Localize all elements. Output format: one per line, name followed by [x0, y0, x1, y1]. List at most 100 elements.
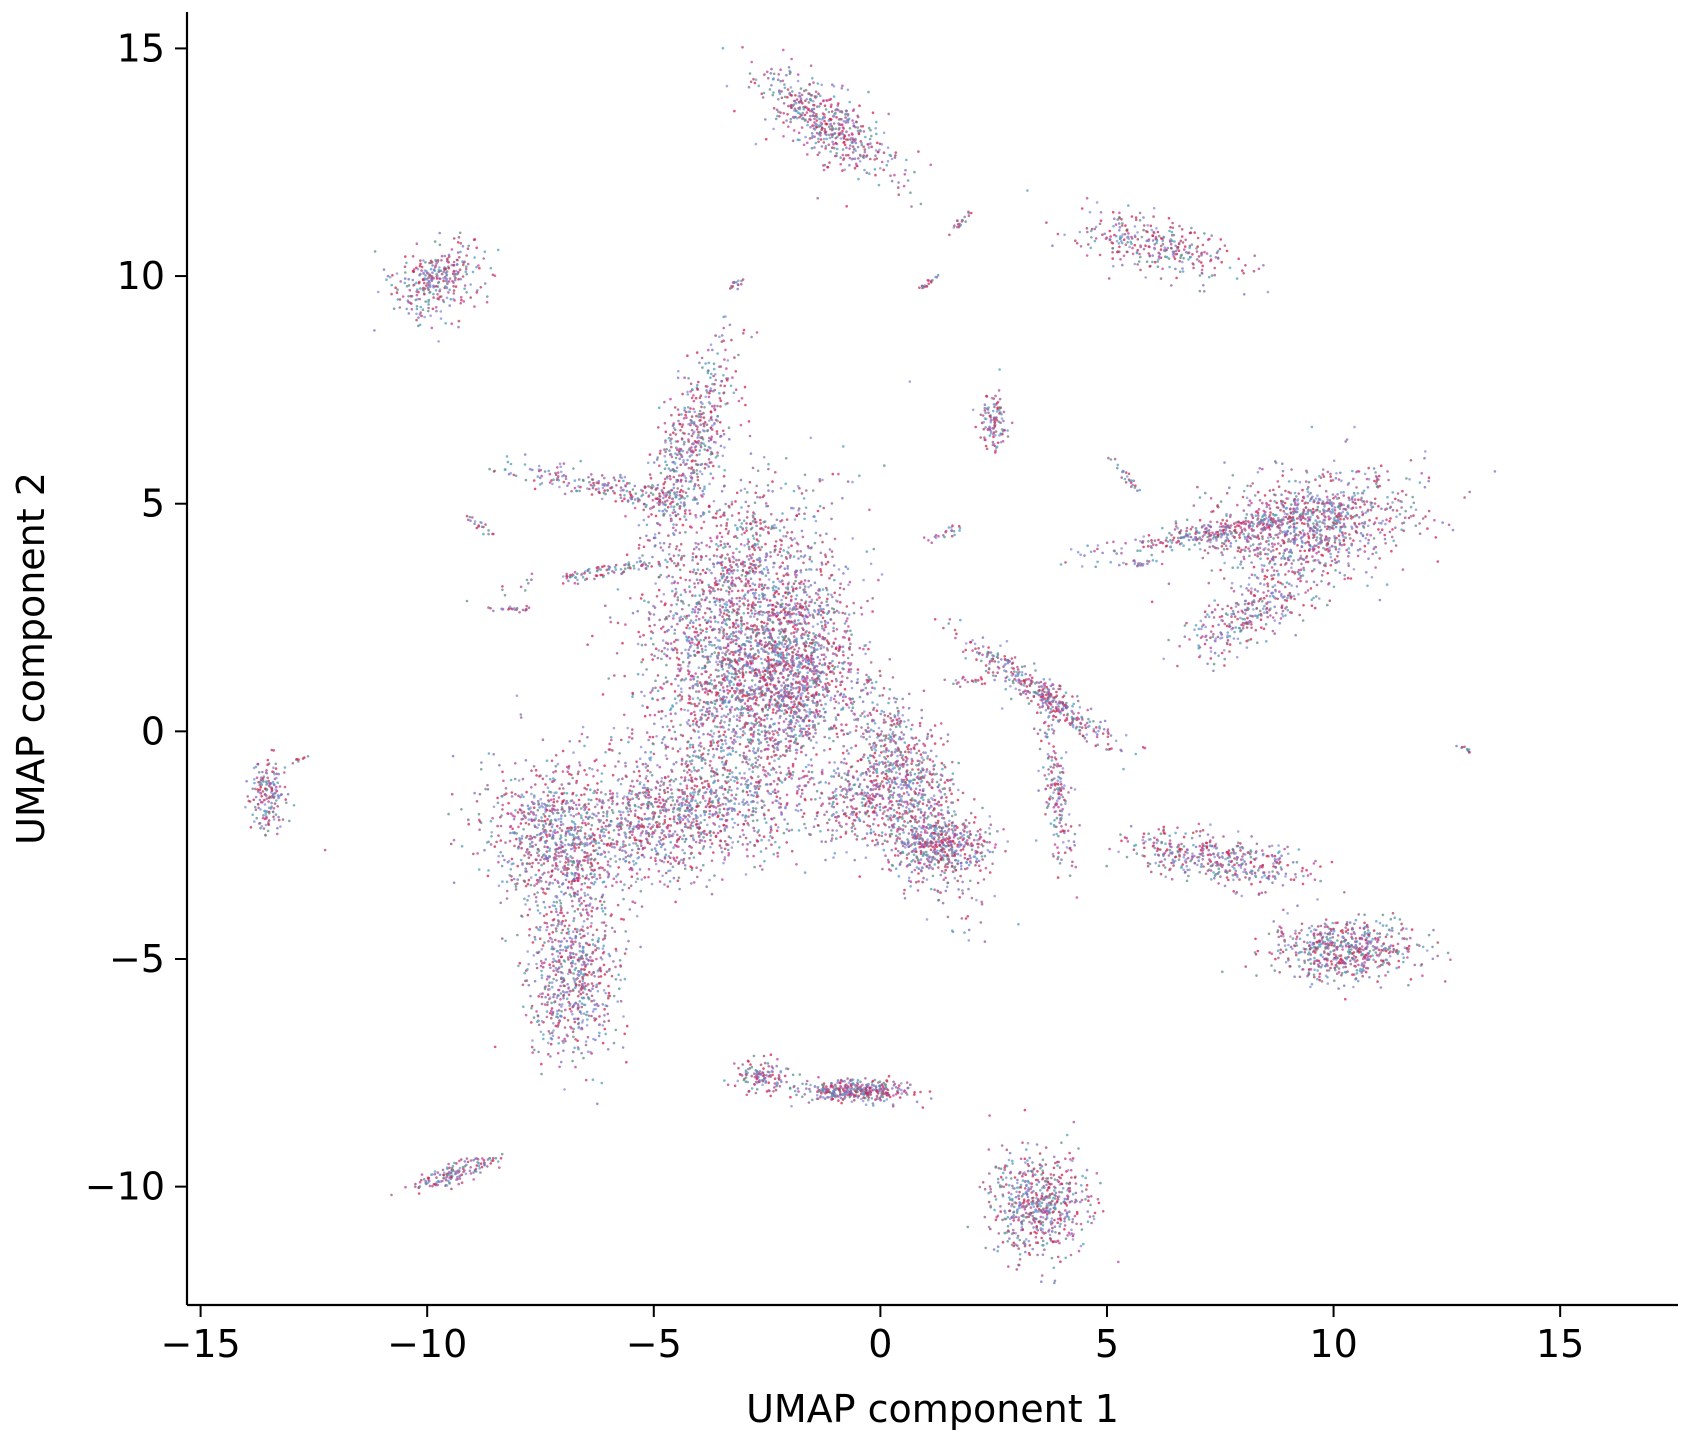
scatter-point: [868, 1092, 872, 1095]
scatter-point: [423, 292, 426, 296]
scatter-point: [826, 165, 830, 169]
scatter-point: [1295, 937, 1298, 941]
scatter-point: [1179, 256, 1182, 260]
scatter-point: [1198, 852, 1202, 856]
scatter-point: [1041, 1239, 1045, 1243]
scatter-point: [1271, 545, 1274, 548]
scatter-point: [1209, 646, 1212, 650]
scatter-point: [1012, 1219, 1016, 1222]
scatter-point: [1324, 947, 1327, 950]
scatter-point: [1343, 574, 1346, 577]
scatter-point: [1136, 263, 1139, 266]
scatter-point: [1299, 512, 1303, 516]
scatter-point: [1247, 583, 1251, 586]
scatter-point: [827, 1090, 831, 1094]
scatter-point: [1244, 599, 1247, 603]
scatter-point: [779, 1079, 783, 1082]
scatter-point: [1298, 557, 1302, 560]
scatter-point: [831, 1094, 834, 1097]
scatter-point: [1030, 1222, 1034, 1225]
scatter-point: [1312, 862, 1316, 865]
scatter-point: [274, 762, 278, 766]
scatter-point: [894, 151, 898, 154]
scatter-point: [1328, 546, 1331, 549]
scatter-point: [403, 281, 407, 285]
scatter-point: [1182, 845, 1186, 848]
scatter-point: [1204, 872, 1208, 875]
scatter-point: [1109, 235, 1112, 238]
scatter-point: [1362, 500, 1366, 503]
scatter-point: [1221, 553, 1224, 557]
scatter-point: [1245, 587, 1248, 590]
scatter-point: [1277, 844, 1280, 847]
scatter-point: [1346, 512, 1350, 516]
scatter-point: [452, 281, 455, 284]
scatter-point: [1257, 537, 1261, 541]
scatter-point: [874, 149, 878, 152]
scatter-point: [1341, 945, 1344, 948]
scatter-point: [1058, 1190, 1061, 1194]
scatter-point: [1064, 1202, 1067, 1205]
scatter-point: [885, 1080, 889, 1083]
scatter-point: [1223, 657, 1226, 661]
scatter-point: [1296, 577, 1300, 581]
scatter-point: [1157, 848, 1160, 851]
scatter-point: [1350, 932, 1353, 936]
scatter-point: [1280, 519, 1283, 522]
scatter-point: [841, 169, 844, 172]
scatter-point: [1265, 503, 1269, 506]
scatter-point: [1397, 932, 1401, 935]
scatter-point: [1051, 1192, 1054, 1195]
scatter-point: [1216, 635, 1220, 639]
scatter-point: [273, 772, 276, 776]
scatter-point: [1236, 844, 1240, 848]
scatter-point: [1242, 624, 1245, 627]
scatter-point: [1325, 935, 1328, 939]
scatter-point: [415, 307, 419, 311]
scatter-point: [1053, 1189, 1056, 1192]
scatter-point: [1217, 852, 1220, 855]
scatter-point: [1318, 597, 1321, 600]
scatter-point: [1403, 516, 1407, 519]
scatter-point: [1082, 1242, 1085, 1246]
scatter-point: [839, 162, 842, 166]
scatter-point: [846, 120, 850, 124]
scatter-point: [822, 137, 826, 141]
scatter-point: [843, 168, 846, 171]
scatter-point: [1282, 934, 1285, 938]
scatter-point: [1185, 518, 1189, 522]
scatter-point: [1394, 544, 1398, 547]
scatter-point: [1199, 865, 1203, 868]
scatter-point: [1253, 951, 1257, 954]
scatter-point: [1193, 854, 1196, 858]
scatter-point: [827, 1088, 830, 1091]
scatter-point: [419, 272, 422, 276]
scatter-point: [426, 286, 430, 289]
scatter-point: [758, 1072, 761, 1076]
scatter-point: [1108, 847, 1111, 851]
scatter-point: [1193, 862, 1197, 865]
scatter-point: [1228, 486, 1231, 490]
scatter-point: [1142, 832, 1146, 835]
scatter-point: [1326, 542, 1330, 546]
scatter-point: [1236, 503, 1239, 507]
scatter-point: [271, 780, 275, 784]
scatter-point: [1163, 246, 1167, 249]
scatter-point: [1402, 529, 1405, 532]
scatter-point: [1289, 507, 1292, 511]
scatter-point: [401, 295, 405, 298]
scatter-point: [1278, 856, 1282, 860]
scatter-point: [1250, 513, 1253, 516]
scatter-point: [1331, 936, 1335, 939]
scatter-point: [824, 144, 828, 148]
scatter-point: [1421, 517, 1425, 520]
scatter-point: [1056, 232, 1060, 236]
scatter-point: [1303, 951, 1307, 954]
scatter-point: [270, 801, 273, 805]
scatter-point: [1326, 537, 1329, 540]
scatter-point: [1321, 473, 1325, 476]
scatter-point: [1389, 517, 1392, 520]
scatter-point: [1354, 977, 1357, 981]
scatter-point: [1068, 1233, 1072, 1236]
scatter-point: [1216, 505, 1219, 508]
